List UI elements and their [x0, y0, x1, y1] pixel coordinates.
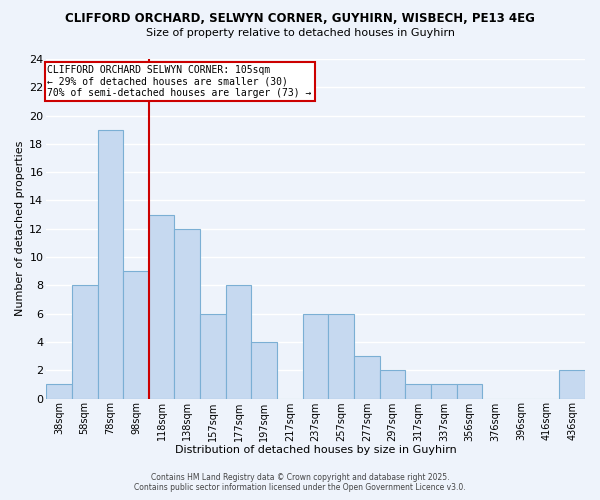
Bar — [380, 370, 406, 398]
Bar — [98, 130, 123, 398]
Bar — [226, 286, 251, 399]
Bar — [354, 356, 380, 399]
Bar — [328, 314, 354, 398]
Text: CLIFFORD ORCHARD, SELWYN CORNER, GUYHIRN, WISBECH, PE13 4EG: CLIFFORD ORCHARD, SELWYN CORNER, GUYHIRN… — [65, 12, 535, 26]
Bar — [46, 384, 72, 398]
Y-axis label: Number of detached properties: Number of detached properties — [15, 141, 25, 316]
Bar — [251, 342, 277, 398]
Bar — [457, 384, 482, 398]
Bar — [431, 384, 457, 398]
Text: CLIFFORD ORCHARD SELWYN CORNER: 105sqm
← 29% of detached houses are smaller (30): CLIFFORD ORCHARD SELWYN CORNER: 105sqm ←… — [47, 64, 312, 98]
Bar — [72, 286, 98, 399]
Bar — [303, 314, 328, 398]
Bar — [406, 384, 431, 398]
Bar — [200, 314, 226, 398]
X-axis label: Distribution of detached houses by size in Guyhirn: Distribution of detached houses by size … — [175, 445, 457, 455]
Bar — [559, 370, 585, 398]
Bar — [123, 271, 149, 398]
Bar — [175, 229, 200, 398]
Bar — [149, 214, 175, 398]
Text: Size of property relative to detached houses in Guyhirn: Size of property relative to detached ho… — [146, 28, 455, 38]
Text: Contains HM Land Registry data © Crown copyright and database right 2025.
Contai: Contains HM Land Registry data © Crown c… — [134, 473, 466, 492]
